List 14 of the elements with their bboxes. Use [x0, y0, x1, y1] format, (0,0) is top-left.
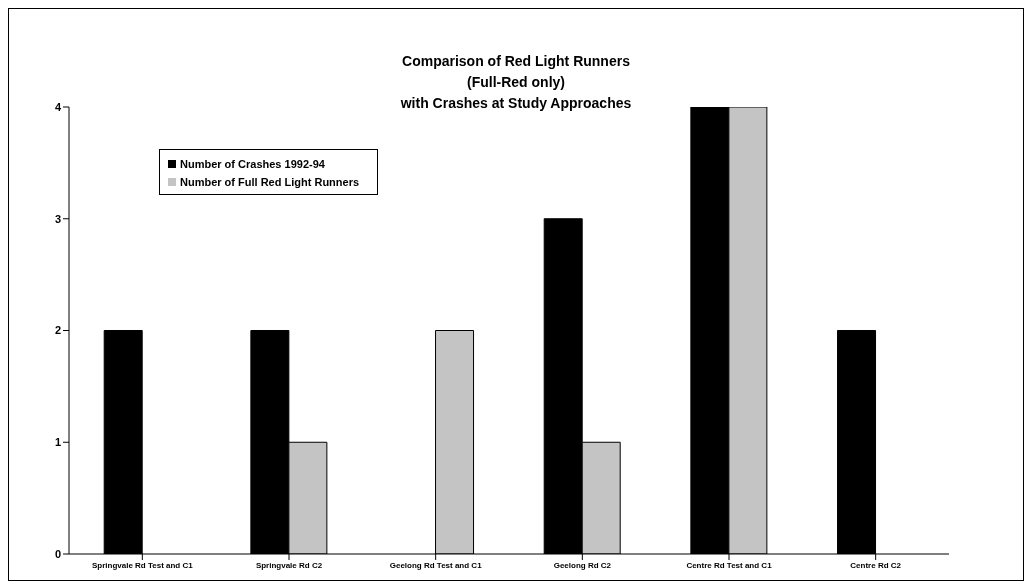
x-tick-label: Centre Rd Test and C1 [686, 560, 773, 570]
y-tick-label: 1 [54, 436, 61, 449]
y-tick-label: 4 [54, 100, 62, 113]
y-tick-label: 0 [54, 547, 61, 560]
x-tick-label: Springvale Rd C2 [255, 560, 323, 570]
x-tick-label: Geelong Rd C2 [553, 560, 612, 570]
chart-title: Comparison of Red Light Runners (Full-Red only) with Crashes at Study Approaches [400, 53, 632, 111]
x-tick-label: Springvale Rd Test and C1 [91, 560, 194, 570]
y-tick-label: 2 [54, 324, 61, 337]
legend-label: Number of Full Red Light Runners [180, 176, 360, 188]
x-tick-label: Centre Rd C2 [850, 560, 902, 570]
x-tick-label: Geelong Rd Test and C1 [389, 560, 483, 570]
y-tick-label: 3 [54, 212, 61, 225]
legend-label: Number of Crashes 1992-94 [180, 158, 325, 170]
